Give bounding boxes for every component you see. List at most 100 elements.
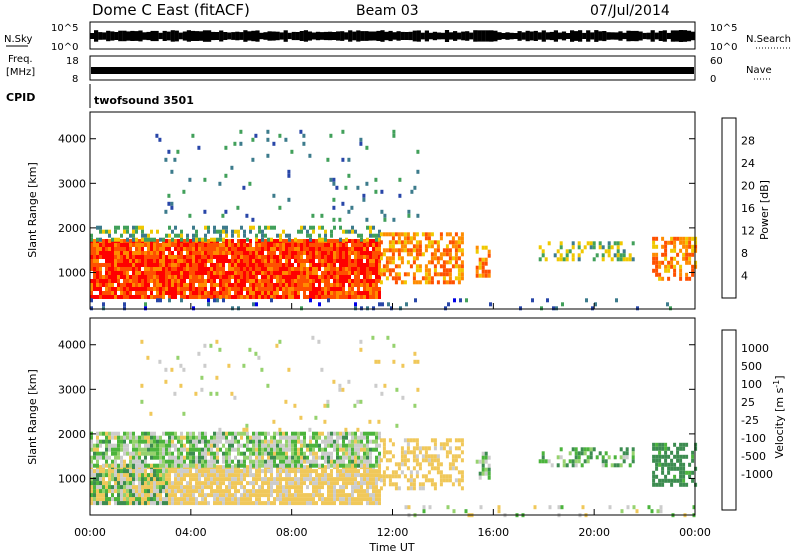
heatmap-cell [140,383,144,388]
heatmap-cell [348,463,351,468]
heatmap-cell [225,463,228,468]
heatmap-cell [439,470,443,475]
heatmap-cell [216,229,219,234]
heatmap-cell [174,473,177,478]
heatmap-cell [255,497,258,502]
heatmap-cell [167,201,171,206]
heatmap-cell [309,477,312,482]
heatmap-cell [237,259,240,263]
heatmap-cell [320,213,324,218]
heatmap-cell [366,287,369,291]
heatmap-cell [276,451,279,456]
heatmap-cell [382,470,386,475]
heatmap-cell [243,247,246,251]
heatmap-cell [682,478,686,483]
heatmap-cell [138,443,141,448]
heatmap-cell [135,459,138,464]
heatmap-cell [231,263,234,267]
heatmap-cell [418,482,422,487]
nsky-bar [565,33,571,39]
heatmap-cell [655,458,659,463]
heatmap-cell [162,259,165,263]
heatmap-cell [237,473,240,478]
heatmap-cell [204,459,207,464]
heatmap-cell [102,481,105,486]
heatmap-cell [90,435,93,440]
heatmap-cell [282,275,285,279]
heatmap-cell [165,259,168,263]
heatmap-cell [231,443,234,448]
heatmap-cell [357,239,360,243]
heatmap-cell [168,493,171,498]
heatmap-cell [174,287,177,291]
heatmap-cell [243,459,246,464]
heatmap-cell [117,287,120,291]
heatmap-cell [309,287,312,291]
heatmap-cell [99,237,102,242]
heatmap-cell [397,236,401,241]
heatmap-cell [174,431,177,436]
heatmap-cell [404,505,408,510]
heatmap-cell [351,291,354,295]
heatmap-cell [475,245,479,250]
heatmap-cell [192,295,195,299]
heatmap-cell [351,271,354,275]
nsky-bar [614,32,619,40]
heatmap-cell [382,252,386,257]
heatmap-cell [138,243,141,247]
heatmap-cell [285,233,288,238]
heatmap-cell [168,431,171,436]
heatmap-cell [255,443,258,448]
nsky-bar [582,32,587,39]
heatmap-cell [424,478,428,483]
nsky-bar [658,30,663,41]
heatmap-cell [372,489,375,494]
heatmap-cell [255,279,258,283]
heatmap-cell [592,245,596,250]
heatmap-cell [219,435,222,440]
heatmap-cell [366,477,369,482]
heatmap-cell [412,446,416,451]
heatmap-cell [333,459,336,464]
heatmap-cell [150,243,153,247]
heatmap-cell [315,463,318,468]
heatmap-cell [249,459,252,464]
heatmap-cell [379,268,383,273]
heatmap-cell [321,455,324,460]
velocity-colorbar-tick: 100 [741,378,762,391]
heatmap-cell [285,473,288,478]
heatmap-cell [156,489,159,494]
heatmap-cell [664,240,668,245]
heatmap-cell [147,463,150,468]
heatmap-cell [165,469,168,474]
heatmap-cell [454,446,458,451]
heatmap-cell [312,431,315,436]
heatmap-cell [406,486,410,491]
heatmap-cell [382,248,386,253]
heatmap-cell [390,306,393,311]
heatmap-cell [135,501,138,506]
heatmap-cell [436,244,440,249]
heatmap-cell [105,263,108,267]
heatmap-cell [270,263,273,267]
heatmap-cell [255,271,258,275]
heatmap-cell [117,493,120,498]
heatmap-cell [339,447,342,452]
heatmap-cell [341,157,345,162]
heatmap-cell [282,243,285,247]
heatmap-cell [327,501,330,506]
heatmap-cell [243,287,246,291]
heatmap-cell [168,287,171,291]
heatmap-cell [195,443,198,448]
heatmap-cell [180,451,183,456]
heatmap-cell [279,451,282,456]
heatmap-cell [239,141,243,146]
heatmap-cell [201,493,204,498]
heatmap-cell [270,473,273,478]
heatmap-cell [631,257,635,262]
heatmap-cell [541,455,545,460]
heatmap-cell [195,287,198,291]
heatmap-cell [243,259,246,263]
heatmap-cell [345,497,348,502]
